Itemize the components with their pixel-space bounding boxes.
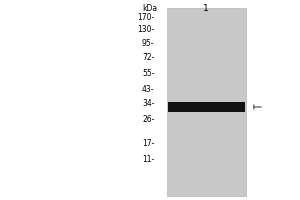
Text: 43-: 43- [142, 85, 155, 94]
Bar [167, 8, 246, 196]
Text: 95-: 95- [142, 38, 155, 47]
Text: 26-: 26- [142, 116, 154, 124]
Text: 130-: 130- [137, 24, 154, 33]
Text: 17-: 17- [142, 138, 154, 147]
Text: 55-: 55- [142, 68, 155, 77]
Text: 72-: 72- [142, 53, 154, 62]
Text: 34-: 34- [142, 98, 155, 108]
Bar [168, 102, 244, 112]
Text: 1: 1 [202, 4, 208, 13]
Text: 11-: 11- [142, 154, 154, 164]
Text: 170-: 170- [137, 14, 154, 22]
Text: kDa: kDa [142, 4, 158, 13]
